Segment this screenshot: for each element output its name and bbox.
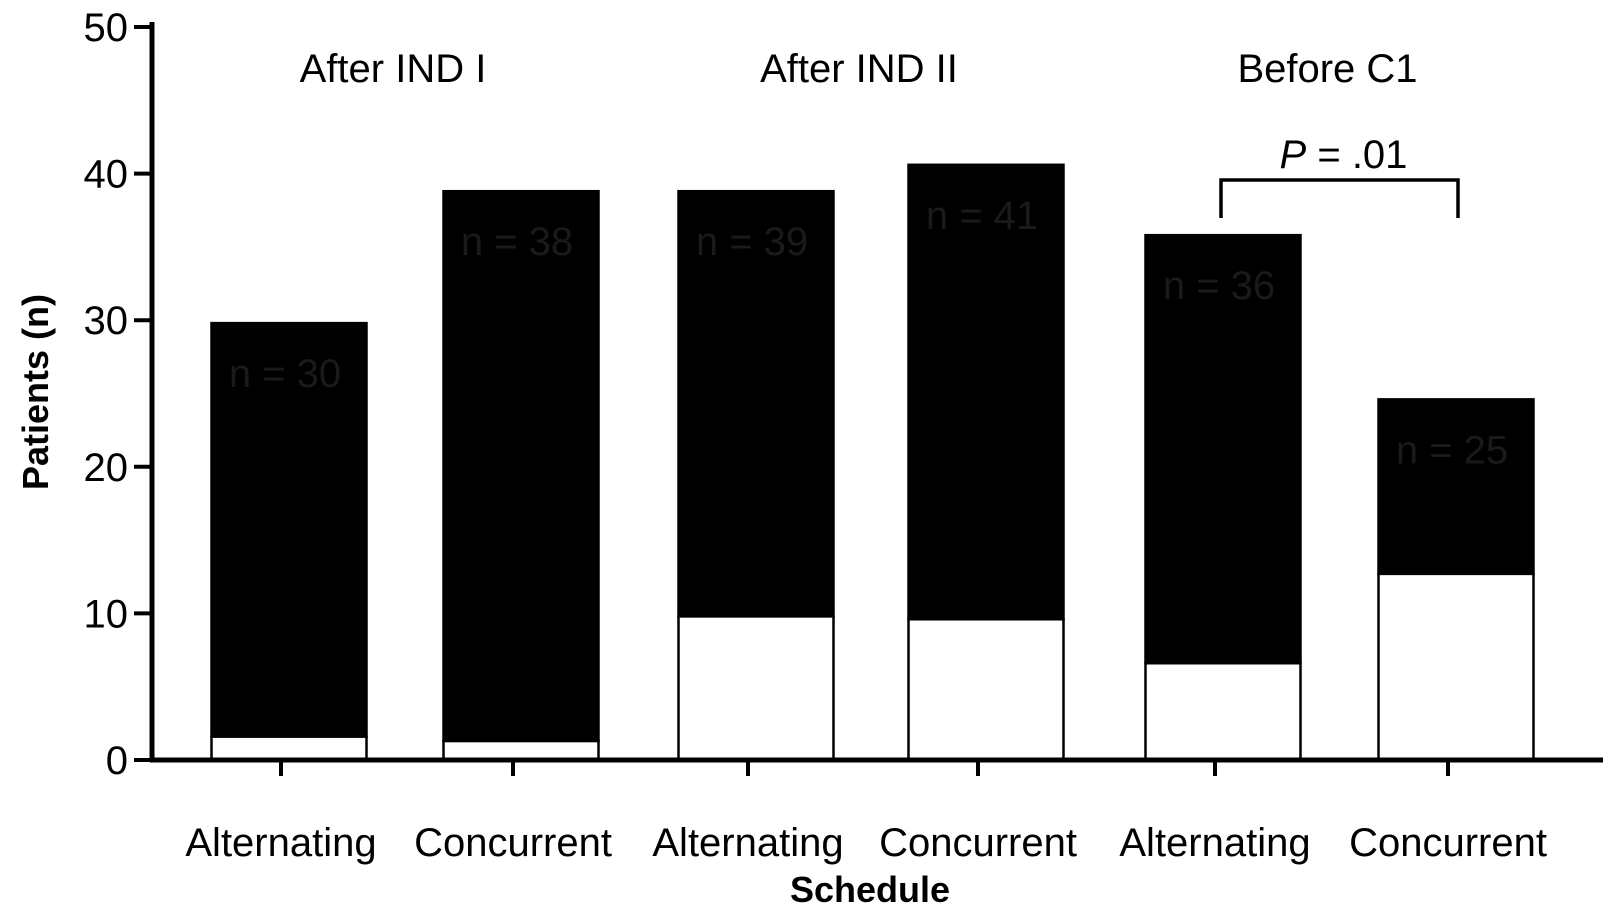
- y-axis-title: Patients (n): [15, 294, 56, 490]
- p-value-label: P = .01: [1280, 133, 1408, 177]
- p-value: = .01: [1306, 133, 1407, 177]
- bar-label-2: n = 39: [696, 220, 808, 264]
- x-axis-title: Schedule: [790, 869, 950, 910]
- bar-segment-3-1: [907, 163, 1065, 621]
- group-label-2: Before C1: [1237, 47, 1417, 91]
- bar-segment-1-0: [442, 739, 600, 762]
- y-tick-label-5: 50: [84, 6, 129, 50]
- bar-segment-1-1: [442, 189, 600, 743]
- x-tick-label-1: Concurrent: [414, 821, 612, 865]
- bar-label-0: n = 30: [229, 352, 341, 396]
- bar-segment-5-0: [1377, 572, 1535, 762]
- labels-layer: n = 30 n = 38 n = 39 n = 41 n = 36 n = 25 Afte…: [15, 47, 1508, 910]
- annotation-layer: P = .01: [1219, 133, 1460, 218]
- bar-segment-3-0: [907, 618, 1065, 762]
- group-label-1: After IND II: [760, 47, 958, 91]
- p-italic: P: [1280, 133, 1307, 177]
- x-tick-label-0: Alternating: [185, 821, 376, 865]
- y-tick-label-3: 30: [84, 299, 129, 343]
- axes-layer: [149, 22, 1603, 763]
- significance-bracket: [1219, 178, 1460, 218]
- y-ticks-layer: 0 10 20 30 40 50: [84, 6, 152, 783]
- bar-segment-5-1: [1377, 398, 1535, 576]
- bar-segment-0-0: [210, 735, 368, 762]
- x-tick-label-3: Concurrent: [879, 821, 1077, 865]
- x-tick-label-2: Alternating: [652, 821, 843, 865]
- bar-label-3: n = 41: [926, 194, 1038, 238]
- x-tick-label-5: Concurrent: [1349, 821, 1547, 865]
- y-tick-label-4: 40: [84, 153, 129, 197]
- bar-segment-4-1: [1144, 233, 1302, 665]
- bars-layer: [210, 163, 1535, 762]
- group-label-0: After IND I: [300, 47, 487, 91]
- bar-label-4: n = 36: [1163, 264, 1275, 308]
- y-tick-label-1: 10: [84, 592, 129, 636]
- x-tick-label-4: Alternating: [1119, 821, 1310, 865]
- bar-label-5: n = 25: [1396, 428, 1508, 472]
- x-ticks-layer: Alternating Concurrent Alternating Concurre…: [185, 760, 1547, 865]
- y-tick-label-0: 0: [106, 739, 128, 783]
- bar-segment-2-0: [677, 615, 835, 762]
- bar-label-1: n = 38: [461, 220, 573, 264]
- bar-segment-2-1: [677, 189, 835, 618]
- y-tick-label-2: 20: [84, 446, 129, 490]
- bar-segment-0-1: [210, 321, 368, 738]
- bar-segment-4-0: [1144, 661, 1302, 762]
